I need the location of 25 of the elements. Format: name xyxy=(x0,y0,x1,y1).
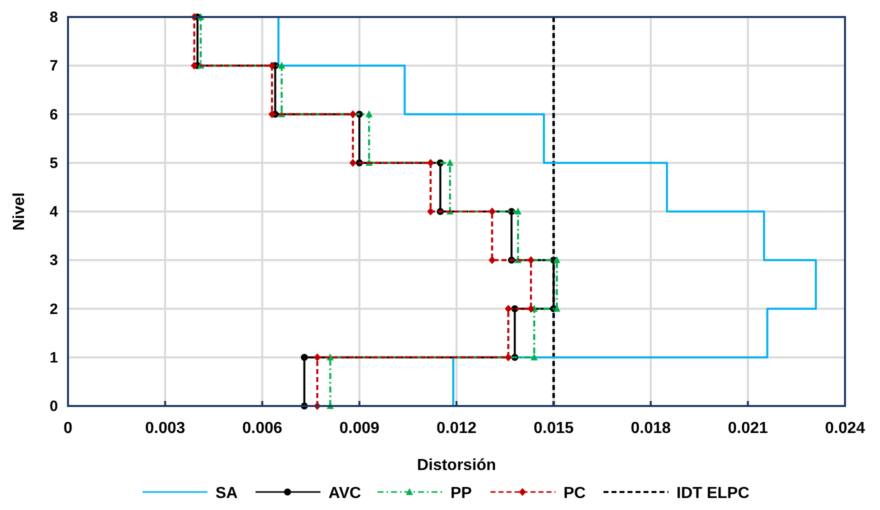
y-tick-label: 7 xyxy=(50,58,58,75)
x-tick-label: 0.015 xyxy=(534,420,574,437)
y-tick-label: 3 xyxy=(50,252,58,270)
y-tick-label: 6 xyxy=(50,106,58,124)
x-tick-label: 0.006 xyxy=(242,420,282,437)
x-tick-label: 0.018 xyxy=(630,420,671,437)
y-axis-title: Nivel xyxy=(11,192,28,231)
x-tick-label: 0.009 xyxy=(339,420,380,437)
x-tick-label: 0.012 xyxy=(436,420,477,437)
y-tick-label: 1 xyxy=(50,349,58,366)
y-tick-label: 5 xyxy=(50,154,58,172)
y-tick-label: 8 xyxy=(50,9,58,26)
legend-label: PP xyxy=(450,485,472,502)
legend-label: IDT ELPC xyxy=(676,485,750,502)
x-tick-label: 0.024 xyxy=(824,420,866,437)
x-tick-label: 0 xyxy=(64,420,73,437)
y-tick-label: 4 xyxy=(50,204,59,220)
x-tick-label: 0.021 xyxy=(728,420,768,437)
y-tick-label: 2 xyxy=(50,300,58,318)
x-tick-label: 0.003 xyxy=(145,420,186,437)
x-axis-title: Distorsión xyxy=(416,457,496,474)
y-tick-label: 0 xyxy=(50,398,58,415)
legend-label: SA xyxy=(216,485,238,502)
legend-label: AVC xyxy=(328,485,362,502)
legend-label: PC xyxy=(564,485,586,502)
